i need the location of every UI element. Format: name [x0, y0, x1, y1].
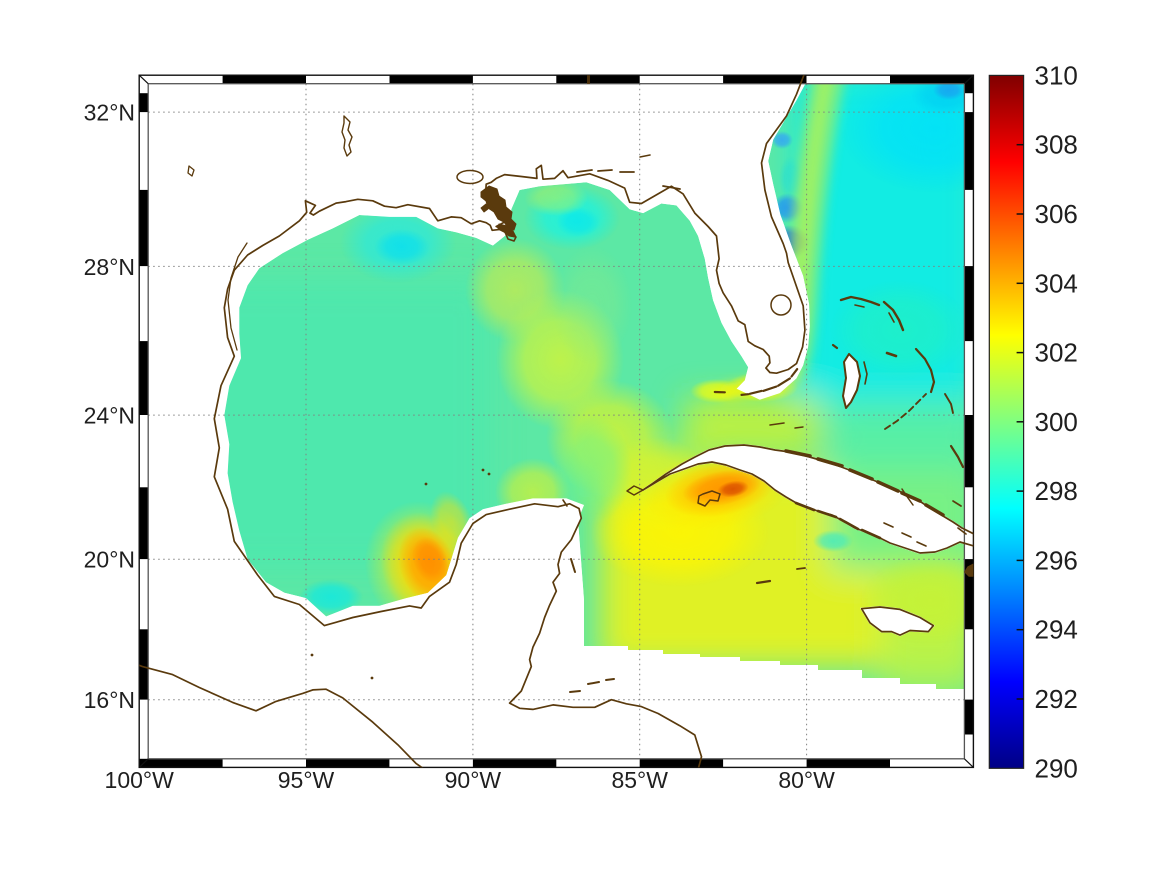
- svg-text:28°N: 28°N: [84, 254, 135, 280]
- svg-text:20°N: 20°N: [84, 547, 135, 573]
- svg-text:292: 292: [1035, 684, 1078, 714]
- svg-text:90°W: 90°W: [445, 767, 502, 793]
- svg-text:296: 296: [1035, 545, 1078, 575]
- svg-text:32°N: 32°N: [84, 100, 135, 126]
- svg-text:294: 294: [1035, 615, 1078, 645]
- svg-text:300: 300: [1035, 407, 1078, 437]
- svg-text:308: 308: [1035, 130, 1078, 160]
- svg-text:304: 304: [1035, 268, 1078, 298]
- svg-text:310: 310: [1035, 60, 1078, 90]
- svg-text:290: 290: [1035, 753, 1078, 783]
- svg-text:306: 306: [1035, 199, 1078, 229]
- svg-text:95°W: 95°W: [278, 767, 335, 793]
- svg-text:302: 302: [1035, 338, 1078, 368]
- svg-text:24°N: 24°N: [84, 403, 135, 429]
- svg-text:85°W: 85°W: [611, 767, 668, 793]
- svg-text:80°W: 80°W: [778, 767, 835, 793]
- svg-text:16°N: 16°N: [84, 687, 135, 713]
- svg-text:298: 298: [1035, 476, 1078, 506]
- svg-text:100°W: 100°W: [105, 767, 175, 793]
